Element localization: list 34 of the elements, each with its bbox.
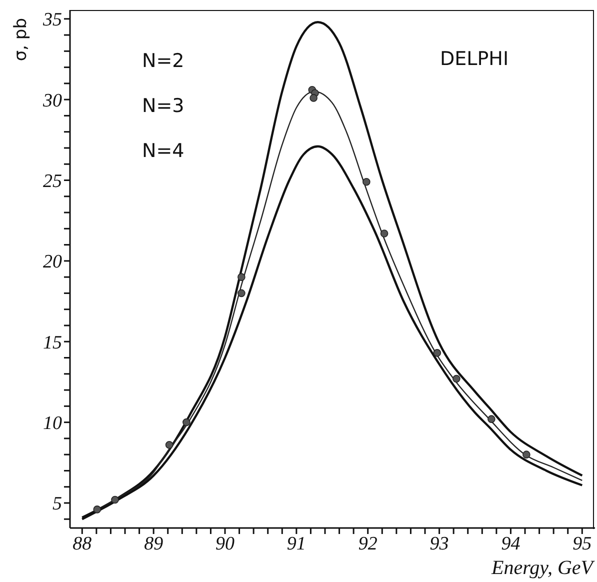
annotation: N=2 — [142, 50, 184, 72]
y-tick-label: 35 — [42, 10, 62, 31]
point — [310, 94, 318, 102]
x-tick-label: 88 — [72, 533, 92, 554]
annotation: N=4 — [142, 140, 184, 162]
point — [111, 496, 119, 504]
y-tick-label: 25 — [43, 170, 62, 192]
y-tick-label: 15 — [43, 332, 62, 354]
y-tick-label: 20 — [43, 252, 62, 273]
annotation: DELPHI — [440, 48, 509, 70]
point — [165, 440, 174, 449]
point — [362, 178, 370, 186]
point — [488, 415, 496, 423]
point — [238, 273, 246, 281]
x-tick-label: 94 — [501, 533, 521, 554]
point — [452, 374, 460, 383]
x-tick-label: 95 — [572, 533, 592, 554]
x-tick-label: 93 — [430, 533, 449, 554]
point — [433, 349, 442, 357]
annotation: N=3 — [142, 95, 184, 117]
point — [238, 289, 246, 298]
y-tick-label: 5 — [52, 494, 62, 515]
x-tick-label: 90 — [216, 533, 235, 554]
point — [93, 506, 102, 514]
y-axis-title: σ, pb — [11, 18, 31, 62]
x-axis-title: Energy, GeV — [490, 557, 596, 579]
point — [380, 230, 388, 238]
x-tick-label: 89 — [144, 533, 164, 554]
point — [182, 418, 190, 426]
point — [522, 450, 530, 458]
x-tick-label: 92 — [358, 533, 378, 554]
y-tick-label: 10 — [43, 413, 62, 434]
y-tick-label: 30 — [42, 90, 62, 112]
x-tick-label: 91 — [286, 533, 306, 554]
